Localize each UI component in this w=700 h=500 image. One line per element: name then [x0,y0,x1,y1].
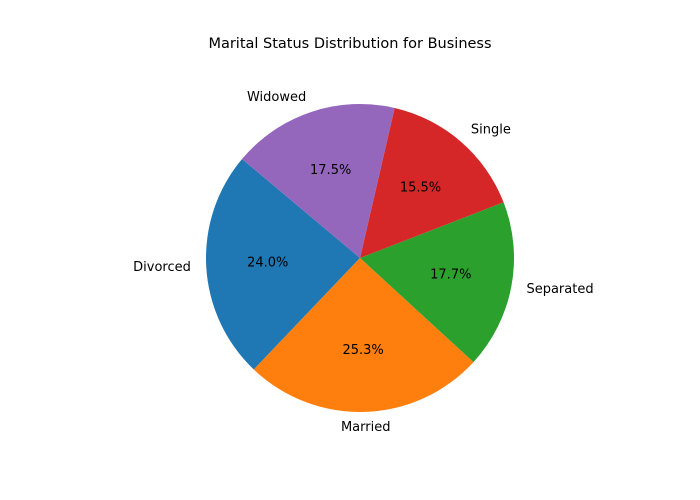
slice-value-label-married: 25.3% [342,343,383,358]
slice-category-label-separated: Separated [526,282,593,297]
pie-slice-divorced [206,159,360,370]
chart-title: Marital Status Distribution for Business [208,36,492,52]
pie-slice-single [360,107,504,258]
slice-value-label-separated: 17.7% [430,268,471,283]
slice-value-label-divorced: 24.0% [247,256,288,271]
slice-category-label-single: Single [471,122,511,137]
pie-slices [206,104,514,412]
slice-category-label-widowed: Widowed [247,90,306,105]
slice-value-label-widowed: 17.5% [310,163,351,178]
pie-slice-married [253,258,474,412]
pie-slice-widowed [242,104,395,258]
slice-category-label-married: Married [341,420,391,435]
slice-category-label-divorced: Divorced [133,260,191,275]
pie-labels: 24.0% Divorced 25.3% Married 17.7% Separated 1… [133,90,593,435]
slice-value-label-single: 15.5% [400,181,441,196]
pie-slice-separated [360,202,514,363]
